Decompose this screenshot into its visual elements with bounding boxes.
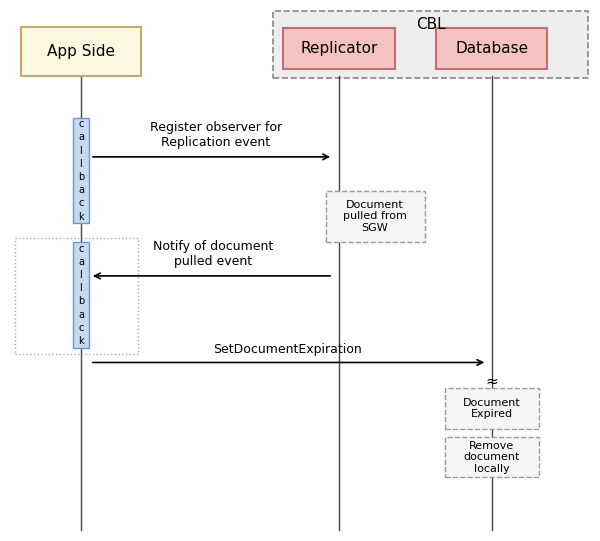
Bar [273, 11, 588, 78]
Text: l: l [80, 159, 82, 169]
Text: Database: Database [455, 41, 529, 56]
Text: CBL: CBL [416, 17, 446, 32]
Text: a: a [78, 309, 84, 320]
Bar [445, 437, 539, 478]
Text: a: a [78, 133, 84, 142]
Text: k: k [78, 336, 84, 346]
Text: c: c [79, 243, 83, 254]
Bar [445, 388, 539, 428]
Bar [436, 29, 547, 69]
Text: c: c [79, 323, 83, 333]
Bar [73, 242, 89, 347]
Text: k: k [78, 212, 84, 222]
Text: Notify of document
pulled event: Notify of document pulled event [153, 240, 273, 268]
Text: SetDocumentExpiration: SetDocumentExpiration [214, 343, 362, 356]
Text: b: b [78, 172, 84, 182]
Bar [325, 191, 425, 242]
Text: a: a [78, 257, 84, 267]
Bar [15, 238, 138, 354]
Bar [283, 29, 395, 69]
Text: Register observer for
Replication event: Register observer for Replication event [150, 121, 282, 149]
Text: Document
Expired: Document Expired [463, 398, 521, 419]
Bar [73, 118, 89, 223]
Text: a: a [78, 185, 84, 195]
Text: ≈: ≈ [485, 374, 499, 389]
Text: Replicator: Replicator [301, 41, 377, 56]
Text: Document
pulled from
SGW: Document pulled from SGW [343, 200, 407, 233]
Text: b: b [78, 296, 84, 306]
Text: Remove
document
locally: Remove document locally [464, 440, 520, 474]
Text: c: c [79, 199, 83, 208]
Text: App Side: App Side [47, 44, 115, 59]
Text: l: l [80, 270, 82, 280]
Text: l: l [80, 146, 82, 156]
Bar [21, 27, 141, 76]
Text: c: c [79, 119, 83, 129]
Text: l: l [80, 283, 82, 293]
